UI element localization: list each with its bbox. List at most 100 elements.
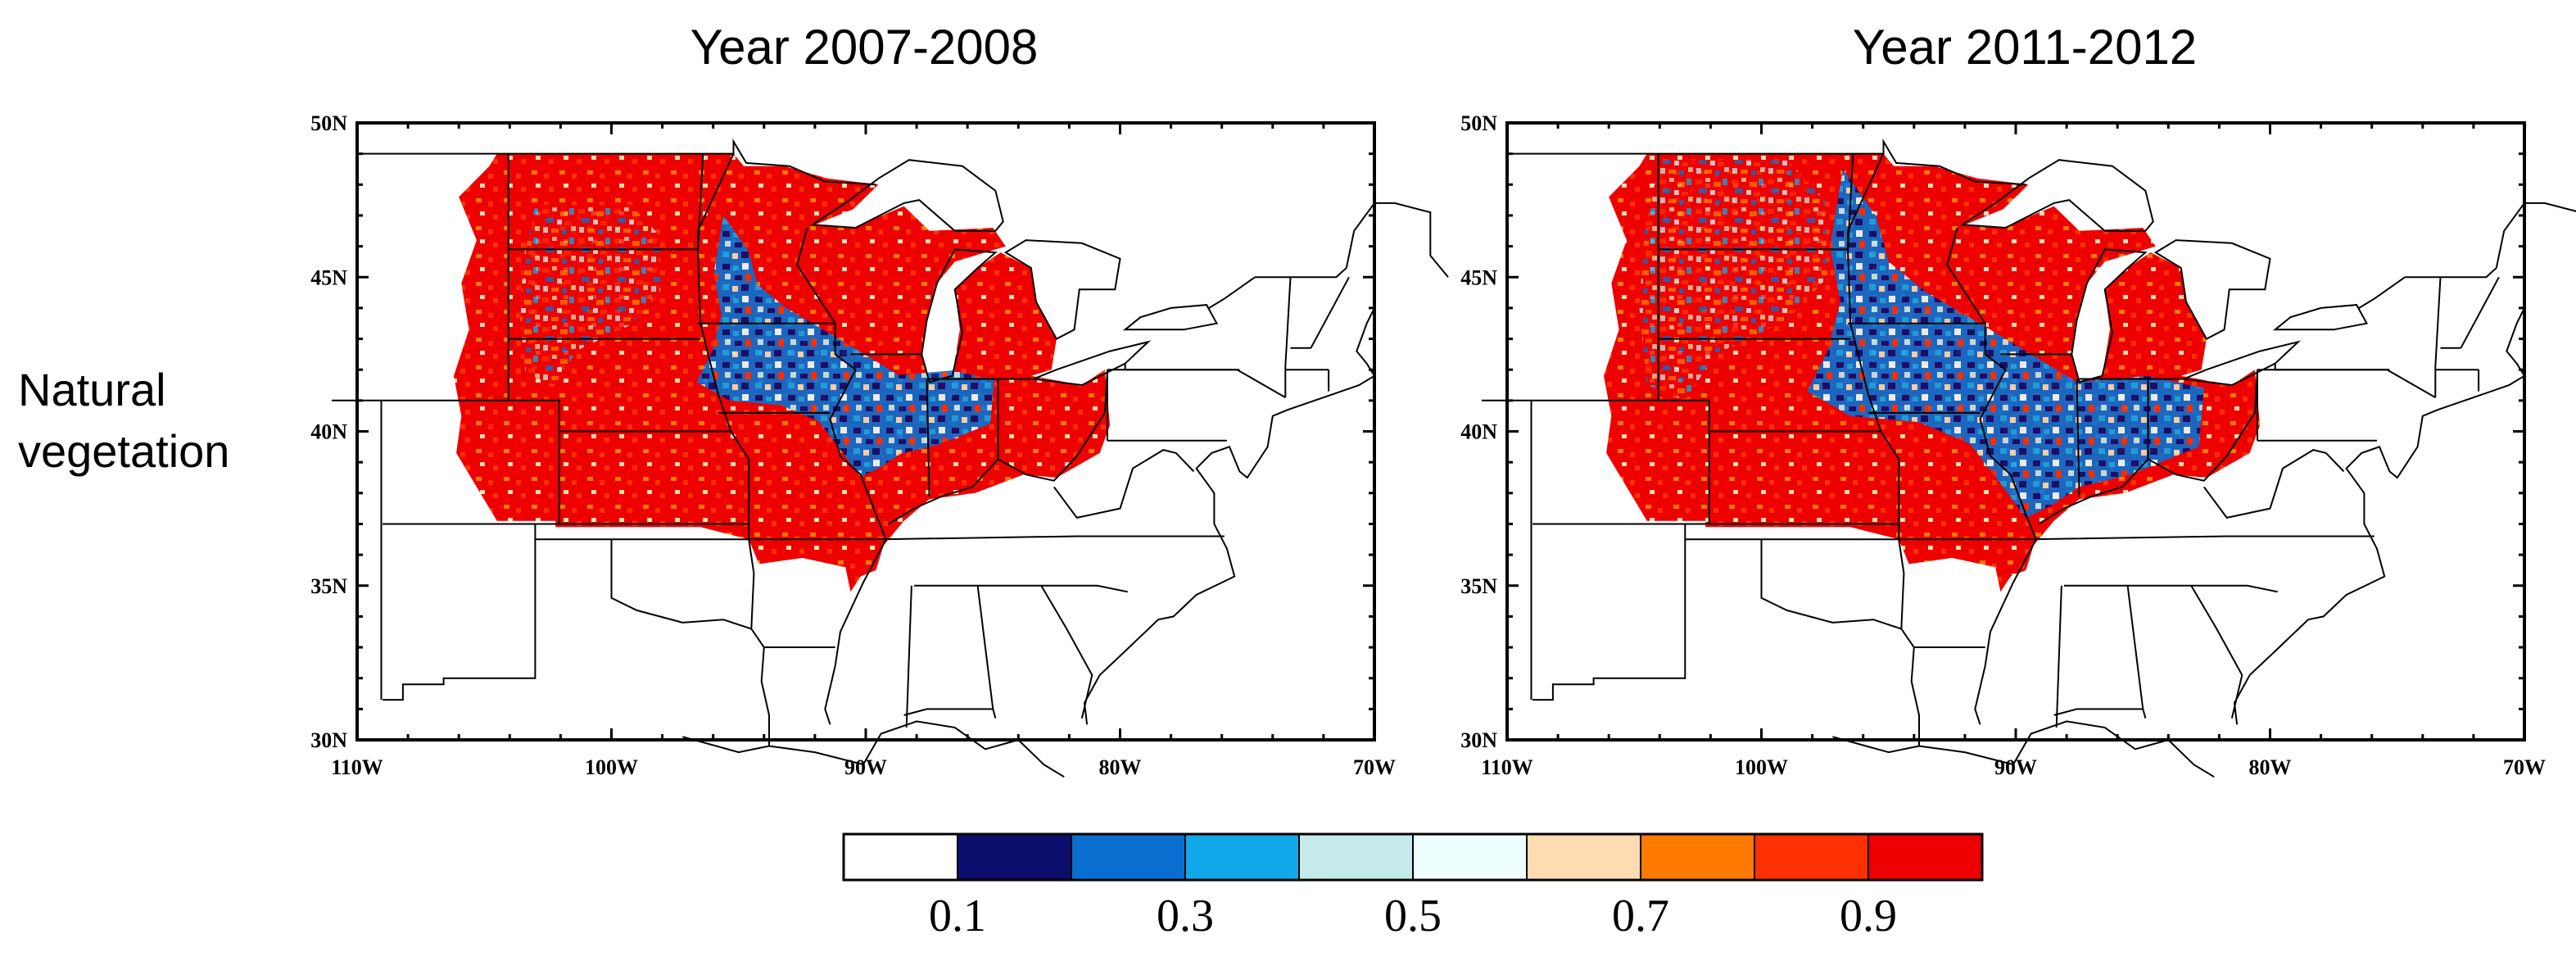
map-panel: 50N 45N 40N 35N 30N 110W 100W 90W 80W 70W: [310, 111, 1449, 779]
lat-tick-label: 45N: [1460, 265, 1497, 289]
lon-tick-label: 100W: [585, 755, 638, 779]
ticks: [355, 121, 1376, 742]
colorbar-box: [1526, 833, 1641, 881]
lon-tick-label: 70W: [2503, 755, 2546, 779]
lake-huron: [2153, 239, 2271, 340]
colorbar: 0.1 0.3 0.5 0.7 0.9: [842, 832, 1984, 941]
wv-border: [2203, 449, 2345, 519]
row-label: Natural vegetation: [18, 364, 229, 477]
row-label-line-1: Natural: [18, 364, 166, 415]
lat-tick-label: 30N: [310, 728, 347, 752]
ohio-river: [2038, 370, 2258, 525]
atlantic-coast: [2233, 307, 2526, 725]
colorbar-tick-label: 0.9: [1840, 891, 1897, 941]
state-line: [2434, 277, 2442, 398]
state-line: [2358, 276, 2406, 309]
lake-huron: [1003, 239, 1121, 340]
colorbar-box: [1754, 833, 1869, 881]
colorbar-box: [1867, 833, 1983, 881]
state-line: [331, 399, 731, 433]
state-line: [2460, 276, 2500, 349]
border-mississippi: [796, 227, 887, 725]
colorbar-box: [1071, 833, 1186, 881]
lon-tick-label: 90W: [1994, 755, 2037, 779]
lat-tick-label: 45N: [310, 265, 347, 289]
map-panel: 50N 45N 40N 35N 30N 110W 100W 90W 80W 70W: [1460, 111, 2576, 779]
lake-superior: [1959, 159, 2154, 232]
lat-tick-label: 30N: [1460, 728, 1497, 752]
panel-title-right: Year 2011-2012: [1853, 20, 2197, 75]
lat-tick-label: 50N: [1460, 111, 1497, 135]
state-line: [1847, 153, 1854, 250]
colorbar-tick-label: 0.1: [929, 891, 986, 941]
lake-erie: [2180, 340, 2302, 387]
border-mississippi: [1946, 227, 2037, 725]
atlantic-coast: [1083, 307, 1376, 725]
state-line: [1532, 524, 1686, 701]
lon-tick-label: 90W: [844, 755, 887, 779]
lon-tick-label: 80W: [1099, 755, 1142, 779]
data-field: [1604, 153, 2261, 592]
boundaries: [1482, 138, 2576, 778]
state-line: [2076, 379, 2080, 497]
colorbar-frame: [842, 832, 1984, 882]
state-line: [1685, 535, 2375, 541]
field-mixed: [1639, 160, 1828, 401]
wv-border: [1053, 449, 1195, 519]
state-line: [2274, 363, 2436, 398]
lake-michigan: [921, 248, 998, 383]
field-blue: [696, 215, 994, 477]
lake-ontario: [1122, 304, 1219, 331]
colorbar-box: [843, 833, 958, 881]
colorbar-tick-label: 0.5: [1384, 891, 1442, 941]
lon-tick-label: 110W: [1481, 755, 1533, 779]
state-line: [976, 585, 994, 710]
lake-superior: [809, 159, 1004, 232]
lake-michigan: [2071, 248, 2148, 383]
border-west-river: [1847, 153, 1920, 746]
colorbar-box: [957, 833, 1072, 881]
map-panels: 50N 45N 40N 35N 30N 110W 100W 90W 80W 70W 50N 45N 40…: [310, 111, 2576, 779]
state-line: [1760, 539, 1902, 630]
field-blue: [1807, 169, 2204, 518]
colorbar-box: [1298, 833, 1414, 881]
lat-tick-label: 50N: [310, 111, 347, 135]
state-line: [1482, 399, 1881, 433]
lake-erie: [1030, 340, 1152, 387]
state-line: [610, 539, 752, 630]
lon-tick-label: 110W: [331, 755, 383, 779]
border-west-river: [697, 153, 770, 746]
row-label-line-2: vegetation: [18, 425, 229, 477]
lon-tick-label: 70W: [1353, 755, 1396, 779]
state-line: [1208, 276, 1256, 309]
state-line: [383, 524, 536, 701]
lon-tick-label: 80W: [2249, 755, 2292, 779]
state-line: [2053, 708, 2147, 719]
state-line: [535, 535, 1225, 541]
state-line: [1310, 276, 1350, 349]
gulf-coast: [1832, 720, 2215, 778]
state-line: [2055, 585, 2062, 728]
state-line: [1284, 277, 1292, 398]
ticks: [1505, 121, 2526, 742]
colorbar-tick-label: 0.3: [1157, 891, 1214, 941]
state-line: [1124, 363, 1286, 398]
boundaries: [331, 138, 1449, 778]
gulf-coast: [682, 720, 1065, 778]
colorbar-tick-label: 0.7: [1612, 891, 1669, 941]
state-line: [903, 708, 997, 719]
state-line: [905, 585, 912, 728]
colorbar-box: [1412, 833, 1528, 881]
lat-tick-label: 35N: [1460, 574, 1497, 598]
lake-ontario: [2272, 304, 2369, 331]
state-line: [2126, 585, 2144, 710]
state-line: [926, 379, 930, 497]
colorbar-box: [1640, 833, 1755, 881]
ohio-river: [888, 370, 1108, 525]
lat-tick-label: 40N: [1460, 420, 1497, 444]
panel-title-left: Year 2007-2008: [690, 20, 1039, 75]
lat-tick-label: 35N: [310, 574, 347, 598]
lon-tick-label: 100W: [1735, 755, 1788, 779]
state-line: [697, 153, 704, 250]
